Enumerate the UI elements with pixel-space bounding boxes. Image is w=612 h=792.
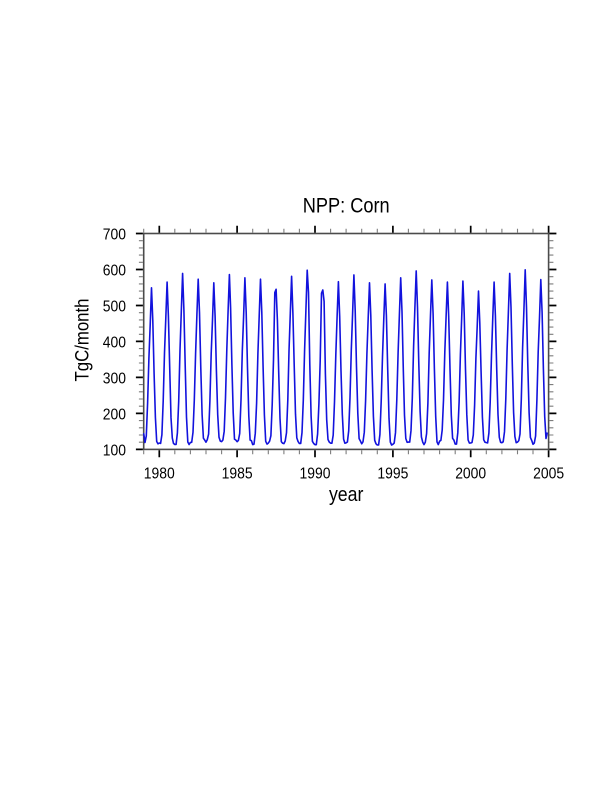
svg-text:300: 300	[103, 371, 126, 388]
svg-text:500: 500	[103, 299, 126, 316]
svg-text:1985: 1985	[222, 466, 253, 483]
svg-text:year: year	[329, 484, 364, 506]
svg-text:2005: 2005	[533, 466, 564, 483]
svg-text:1980: 1980	[144, 466, 175, 483]
svg-text:NPP: Corn: NPP: Corn	[303, 195, 390, 218]
svg-text:2000: 2000	[455, 466, 486, 483]
svg-text:100: 100	[103, 443, 126, 460]
svg-text:400: 400	[103, 335, 126, 352]
svg-text:1990: 1990	[300, 466, 331, 483]
svg-text:200: 200	[103, 407, 126, 424]
svg-text:TgC/month: TgC/month	[72, 299, 94, 382]
svg-text:700: 700	[103, 227, 126, 244]
svg-text:1995: 1995	[377, 466, 408, 483]
svg-text:600: 600	[103, 263, 126, 280]
